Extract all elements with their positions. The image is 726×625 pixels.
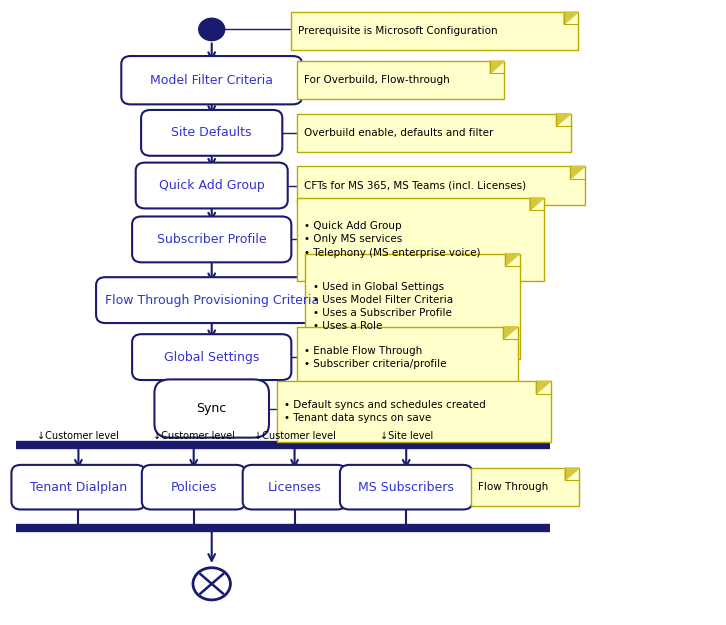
FancyBboxPatch shape <box>155 379 269 438</box>
FancyBboxPatch shape <box>242 465 346 509</box>
FancyBboxPatch shape <box>132 334 291 380</box>
Text: CFTs for MS 365, MS Teams (incl. Licenses): CFTs for MS 365, MS Teams (incl. License… <box>304 181 526 191</box>
Text: • Quick Add Group
• Only MS services
• Telephony (MS enterprise voice): • Quick Add Group • Only MS services • T… <box>304 221 481 258</box>
Text: Licenses: Licenses <box>268 481 322 494</box>
Text: Overbuild enable, defaults and filter: Overbuild enable, defaults and filter <box>304 128 493 138</box>
FancyBboxPatch shape <box>96 278 327 323</box>
Polygon shape <box>505 254 520 266</box>
FancyBboxPatch shape <box>297 198 544 281</box>
Text: Policies: Policies <box>171 481 217 494</box>
Text: • Enable Flow Through
• Subscriber criteria/profile: • Enable Flow Through • Subscriber crite… <box>304 346 446 369</box>
Polygon shape <box>565 468 579 481</box>
FancyBboxPatch shape <box>132 216 291 262</box>
FancyBboxPatch shape <box>141 110 282 156</box>
Text: For Overbuild, Flow-through: For Overbuild, Flow-through <box>304 75 449 85</box>
Polygon shape <box>530 198 544 210</box>
Text: Site Defaults: Site Defaults <box>171 126 252 139</box>
Text: ↓Customer level: ↓Customer level <box>152 431 234 441</box>
Text: Global Settings: Global Settings <box>164 351 259 364</box>
Polygon shape <box>490 61 505 73</box>
Text: MS Subscribers: MS Subscribers <box>359 481 454 494</box>
Text: • Default syncs and schedules created
• Tenant data syncs on save: • Default syncs and schedules created • … <box>284 400 486 423</box>
FancyBboxPatch shape <box>121 56 302 104</box>
FancyBboxPatch shape <box>291 12 579 51</box>
FancyBboxPatch shape <box>142 465 245 509</box>
Polygon shape <box>556 114 571 126</box>
Text: Sync: Sync <box>197 402 227 415</box>
Text: Model Filter Criteria: Model Filter Criteria <box>150 74 273 87</box>
FancyBboxPatch shape <box>297 61 505 99</box>
Text: ↓Customer level: ↓Customer level <box>253 431 335 441</box>
Text: Quick Add Group: Quick Add Group <box>159 179 264 192</box>
FancyBboxPatch shape <box>297 327 518 388</box>
Polygon shape <box>537 381 550 394</box>
FancyBboxPatch shape <box>136 162 287 208</box>
Circle shape <box>199 18 224 41</box>
Text: Tenant Dialplan: Tenant Dialplan <box>30 481 127 494</box>
FancyBboxPatch shape <box>471 468 579 506</box>
FancyBboxPatch shape <box>340 465 473 509</box>
Text: ↓Customer level: ↓Customer level <box>38 431 119 441</box>
Text: Flow Through Provisioning Criteria: Flow Through Provisioning Criteria <box>105 294 319 307</box>
Text: • Used in Global Settings
• Uses Model Filter Criteria
• Uses a Subscriber Profi: • Used in Global Settings • Uses Model F… <box>313 281 453 331</box>
FancyBboxPatch shape <box>306 254 520 359</box>
FancyBboxPatch shape <box>297 114 571 152</box>
FancyBboxPatch shape <box>297 166 585 205</box>
Polygon shape <box>564 12 579 24</box>
FancyBboxPatch shape <box>277 381 550 442</box>
Polygon shape <box>571 166 585 179</box>
Text: ↓Site level: ↓Site level <box>380 431 433 441</box>
Text: Subscriber Profile: Subscriber Profile <box>157 233 266 246</box>
Polygon shape <box>503 327 518 339</box>
Text: Prerequisite is Microsoft Configuration: Prerequisite is Microsoft Configuration <box>298 26 498 36</box>
FancyBboxPatch shape <box>12 465 145 509</box>
Text: Flow Through: Flow Through <box>478 482 549 492</box>
